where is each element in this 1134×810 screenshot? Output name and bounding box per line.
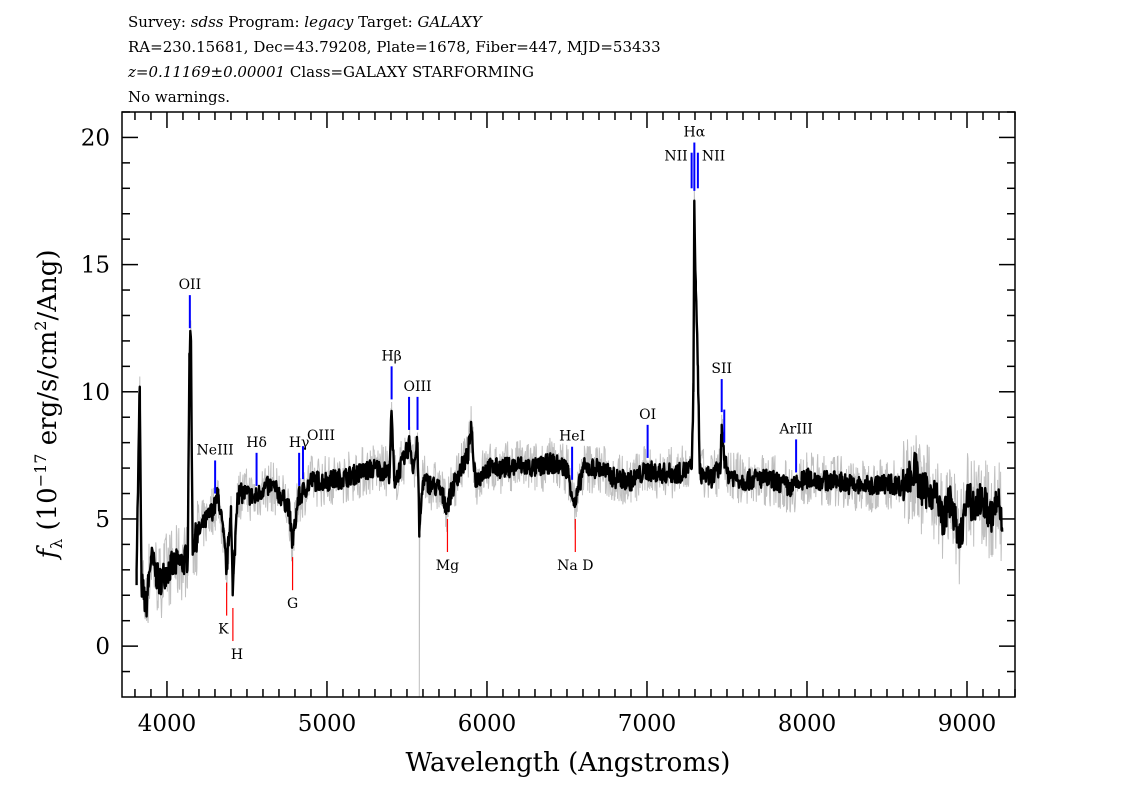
plot-frame [121,111,1016,698]
flux-spectrum-line [135,199,1004,618]
program-value: legacy [304,13,354,31]
survey-label: Survey: [128,13,191,31]
emission-line-label: OII [179,277,202,293]
x-tick-label: 7000 [618,711,677,737]
target-label: Target: [353,13,418,31]
absorption-line-label: H [231,647,243,663]
y-tick-label: 5 [95,507,110,533]
y-label-pre: (10 [33,487,63,539]
emission-line-label: Hγ [289,435,310,451]
emission-line-label: SII [711,361,732,377]
tick-labels: 4000 5000 6000 7000 8000 9000 0 5 10 15 20 [81,125,997,737]
emission-line-label: NeIII [197,442,234,458]
y-axis-label: fλ (10−17 erg/s/cm2/Ang) [31,249,66,560]
absorption-line-label: G [287,596,298,612]
y-tick-label: 20 [81,125,110,151]
absorption-line-label: Mg [436,558,459,574]
program-label: Program: [223,13,305,31]
emission-line-label: NII [702,149,725,165]
emission-line-label: Hα [684,125,706,141]
y-label-exp2: 2 [31,321,50,331]
header-line-redshift: z=0.11169±0.00001 Class=GALAXY STARFORMI… [128,61,534,83]
y-label-exp: −17 [31,454,50,488]
emission-line-label: Hβ [381,348,401,364]
survey-value: sdss [190,13,224,31]
absorption-line-label: K [218,622,229,638]
y-tick-label: 10 [81,380,110,406]
redshift-value: z=0.11169±0.00001 [128,63,286,81]
header-line-warnings: No warnings. [128,88,231,106]
emission-line-label: NII [664,149,687,165]
y-tick-label: 0 [95,634,110,660]
emission-line-label: OIII [403,379,431,395]
y-label-mid: erg/s/cm [33,331,63,454]
emission-line-label: HeI [559,429,585,445]
y-label-sub: λ [47,539,66,549]
header-line-coords: RA=230.15681, Dec=43.79208, Plate=1678, … [128,38,661,56]
x-axis-label: Wavelength (Angstroms) [406,748,731,778]
target-value: GALAXY [417,13,482,31]
emission-line-label: ArIII [778,421,812,437]
x-tick-label: 9000 [938,711,997,737]
x-tick-label: 8000 [778,711,837,737]
x-tick-label: 6000 [458,711,517,737]
emission-line-label: Hδ [246,435,267,451]
y-tick-label: 15 [81,253,110,279]
class-value: Class=GALAXY STARFORMING [285,63,534,81]
header-line-survey: Survey: sdss Program: legacy Target: GAL… [128,11,482,33]
absorption-line-label: Na D [557,558,593,574]
x-tick-label: 5000 [298,711,357,737]
y-label-post: /Ang) [33,249,63,320]
emission-line-label: OIII [307,428,335,444]
x-tick-label: 4000 [138,711,197,737]
emission-line-label: OI [639,407,656,423]
axis-ticks [122,111,1016,697]
